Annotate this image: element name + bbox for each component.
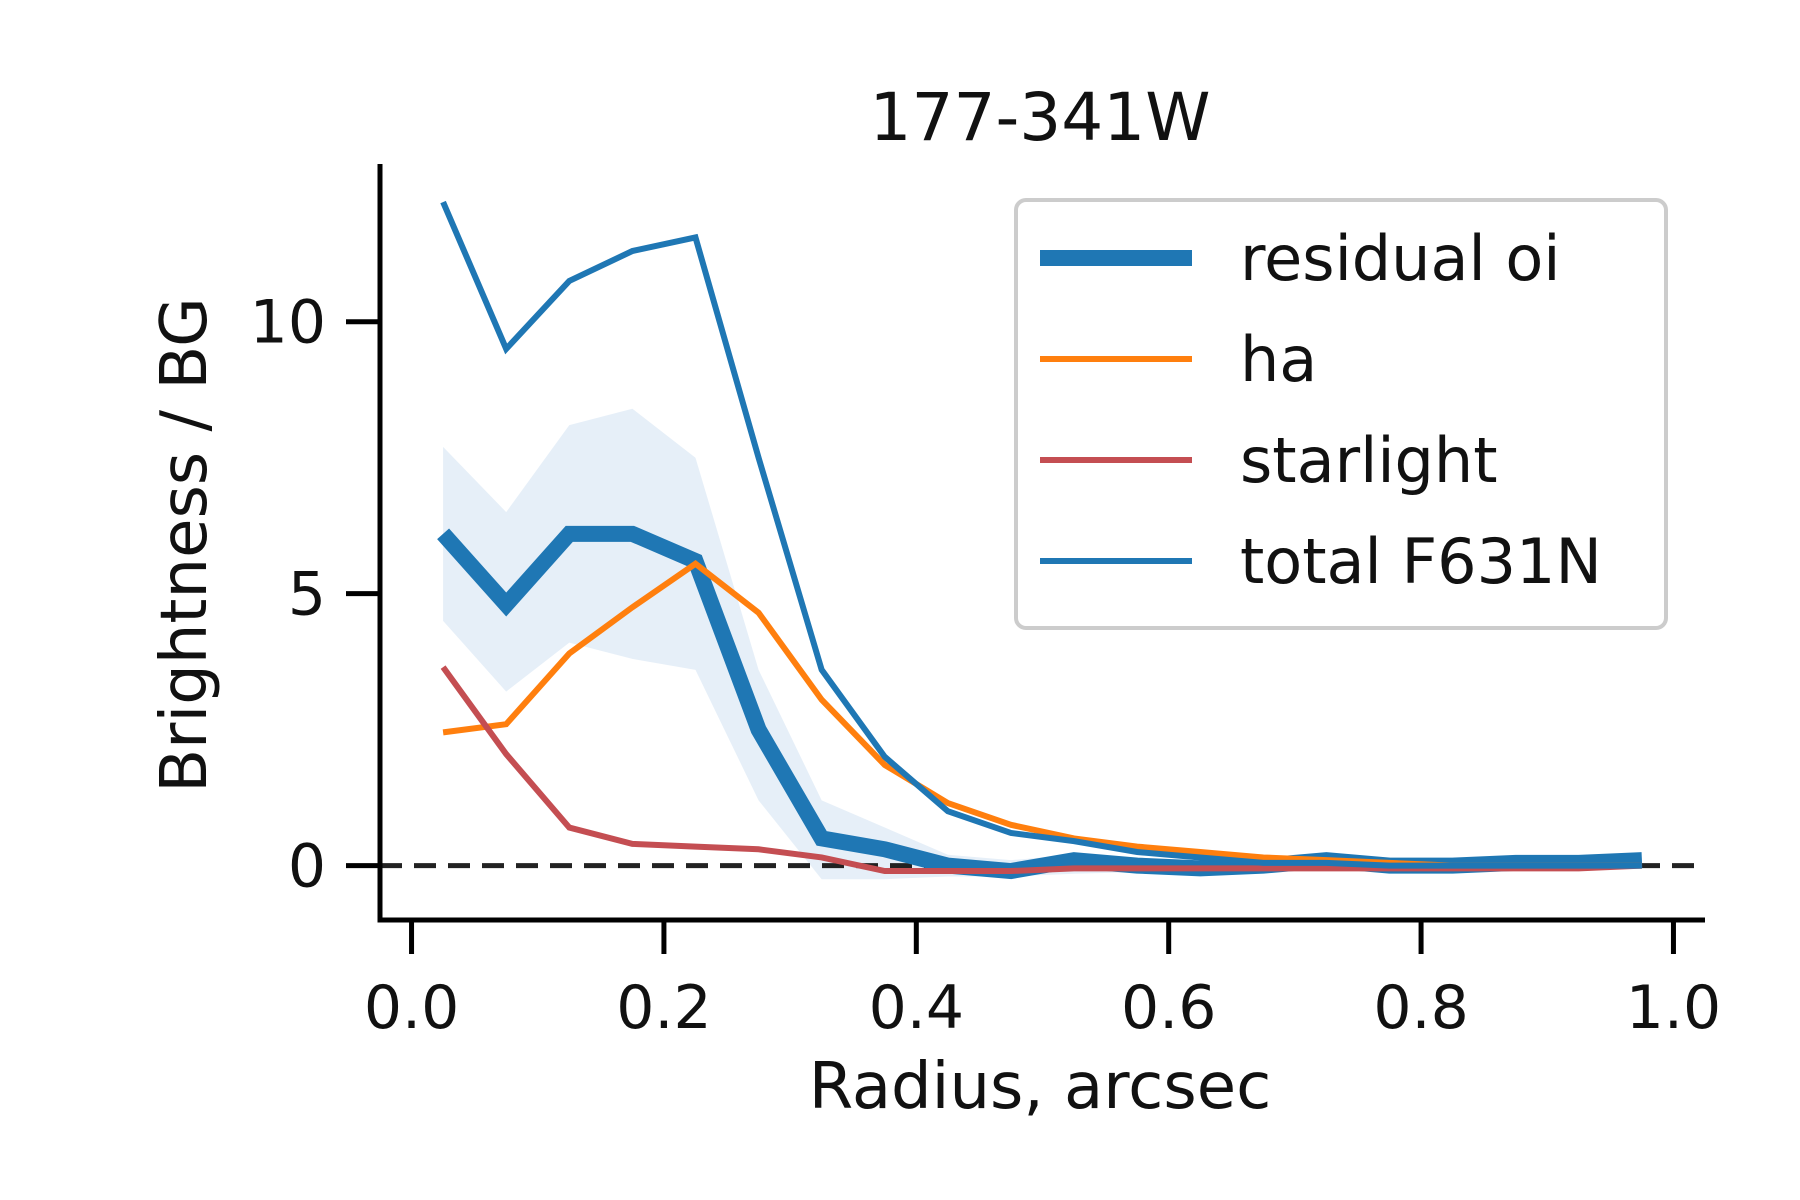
y-ticks: 0 5 10 <box>250 288 380 902</box>
legend-label-total-f631n: total F631N <box>1240 525 1602 598</box>
x-tick-label: 0.0 <box>364 973 459 1043</box>
legend: residual oi ha starlight total F631N <box>1014 198 1668 630</box>
y-axis-label: Brightness / BG <box>148 297 222 793</box>
legend-frame <box>1014 198 1668 630</box>
y-tick-label: 0 <box>288 832 326 902</box>
series-line-starlight <box>440 665 1643 875</box>
legend-label-ha: ha <box>1240 323 1317 396</box>
chart-title: 177-341W <box>869 79 1210 156</box>
x-tick-label: 0.6 <box>1121 973 1216 1043</box>
series-line-total-f631n <box>440 200 1642 869</box>
y-tick-label: 5 <box>288 560 326 630</box>
x-tick-label: 0.4 <box>869 973 964 1043</box>
uncertainty-band-residual-oi <box>443 408 1642 880</box>
x-tick-label: 0.2 <box>616 973 711 1043</box>
legend-items: residual oi ha starlight total F631N <box>1040 222 1602 598</box>
x-ticks: 0.0 0.2 0.4 0.6 0.8 1.0 <box>364 920 1721 1043</box>
x-tick-label: 0.8 <box>1373 973 1468 1043</box>
x-axis-label: Radius, arcsec <box>809 1050 1272 1124</box>
legend-label-residual-oi: residual oi <box>1240 222 1561 295</box>
y-tick-label: 10 <box>250 288 326 358</box>
x-tick-label: 1.0 <box>1626 973 1721 1043</box>
legend-label-starlight: starlight <box>1240 424 1498 497</box>
series-layer <box>437 200 1643 880</box>
band-layer <box>443 408 1642 880</box>
